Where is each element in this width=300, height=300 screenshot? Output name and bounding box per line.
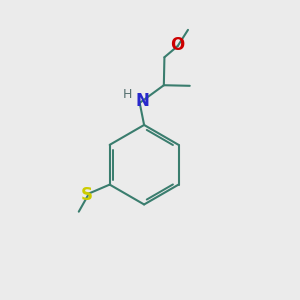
Text: O: O: [171, 36, 185, 54]
Text: H: H: [123, 88, 133, 101]
Text: N: N: [135, 92, 149, 110]
Text: S: S: [81, 186, 93, 204]
